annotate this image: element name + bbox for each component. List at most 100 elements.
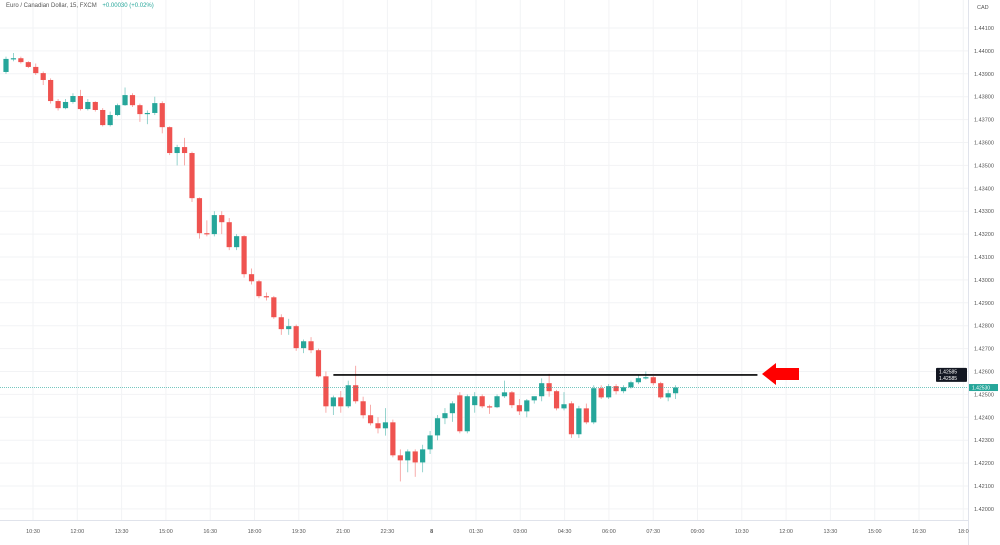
candle-up bbox=[464, 396, 470, 432]
candle-down bbox=[167, 127, 173, 154]
candle-down bbox=[241, 236, 247, 275]
candle-up bbox=[576, 408, 582, 435]
symbol-legend: Euro / Canadian Dollar, 15, FXCM +0.0003… bbox=[6, 3, 154, 9]
candle-down bbox=[226, 222, 232, 248]
candle-up bbox=[665, 393, 671, 398]
resistance-price-label: 1.42585 bbox=[939, 370, 957, 376]
candle-down bbox=[479, 396, 485, 407]
candle-up bbox=[70, 96, 76, 102]
candle-up bbox=[234, 236, 240, 248]
time-tick-label: 06:00 bbox=[602, 529, 616, 535]
candle-up bbox=[501, 392, 508, 397]
time-tick-label: 16:30 bbox=[203, 529, 217, 535]
time-tick-label: 04:30 bbox=[558, 529, 572, 535]
time-tick-label: 07:30 bbox=[646, 529, 660, 535]
candle-up bbox=[449, 403, 455, 414]
price-axis[interactable]: 1.44100 1.44000 1.43900 1.43800 1.43700 1.436… bbox=[968, 0, 1000, 545]
candle-down bbox=[18, 58, 24, 63]
candles bbox=[3, 52, 679, 482]
grid bbox=[0, 0, 968, 520]
candle-down bbox=[367, 415, 374, 424]
time-axis[interactable]: 10:30 12:00 13:30 15:00 16:30 18:00 19:30 21:00… bbox=[0, 520, 969, 536]
price-tick-label: 1.43700 bbox=[974, 118, 994, 124]
candle-down bbox=[338, 397, 344, 407]
time-tick-label: 18:00 bbox=[248, 529, 262, 535]
candle-up bbox=[345, 385, 351, 407]
candle-down bbox=[353, 385, 359, 402]
candle-down bbox=[248, 274, 255, 282]
candle-down bbox=[100, 109, 106, 126]
candle-down bbox=[516, 405, 522, 412]
time-tick-label: 09:00 bbox=[691, 529, 705, 535]
price-tick-label: 1.43800 bbox=[974, 95, 994, 101]
time-tick-label: 18:0 bbox=[958, 529, 969, 535]
price-axis-bg bbox=[968, 0, 1000, 545]
candle-up bbox=[107, 115, 113, 126]
candle-up bbox=[144, 112, 150, 115]
price-tick-label: 1.42600 bbox=[974, 370, 994, 376]
candle-down bbox=[360, 401, 366, 416]
candle-up bbox=[405, 451, 411, 461]
candle-up bbox=[211, 215, 217, 235]
candle-up bbox=[174, 147, 180, 154]
time-tick-label: 15:00 bbox=[868, 529, 882, 535]
arrow-left-icon bbox=[762, 363, 799, 385]
candle-up bbox=[635, 378, 641, 383]
price-tick-label: 1.43600 bbox=[974, 141, 994, 147]
time-tick-label: 13:30 bbox=[115, 529, 129, 535]
price-tick-label: 1.43900 bbox=[974, 72, 994, 78]
candle-down bbox=[137, 105, 143, 115]
candle-down bbox=[487, 406, 493, 408]
candle-up bbox=[673, 387, 679, 394]
candle-down bbox=[568, 403, 575, 435]
candle-down bbox=[181, 147, 188, 154]
price-tick-label: 1.44100 bbox=[974, 26, 994, 32]
candle-up bbox=[531, 396, 537, 401]
price-tick-label: 1.42500 bbox=[974, 392, 994, 398]
price-tick-label: 1.44000 bbox=[974, 49, 994, 55]
price-tick-label: 1.43400 bbox=[974, 186, 994, 192]
price-tick-label: 1.42100 bbox=[974, 484, 994, 490]
price-tick-label: 1.43500 bbox=[974, 163, 994, 169]
candle-down bbox=[196, 198, 203, 234]
candle-up bbox=[539, 383, 545, 397]
price-tick-label: 1.42200 bbox=[974, 461, 994, 467]
candle-down bbox=[204, 233, 210, 235]
candle-down bbox=[390, 422, 396, 456]
candle-down bbox=[457, 395, 463, 432]
candle-up bbox=[382, 422, 389, 429]
candle-down bbox=[256, 281, 262, 297]
candle-down bbox=[546, 383, 552, 392]
price-tick-label: 1.42700 bbox=[974, 347, 994, 353]
candle-down bbox=[658, 383, 664, 398]
price-tick-label: 1.42300 bbox=[974, 438, 994, 444]
candle-down bbox=[189, 153, 195, 199]
time-tick-label: 12:00 bbox=[779, 529, 793, 535]
candle-up bbox=[427, 435, 433, 450]
symbol-title: Euro / Canadian Dollar, 15, FXCM bbox=[6, 3, 97, 9]
candle-down bbox=[55, 101, 61, 109]
candle-down bbox=[650, 377, 656, 384]
time-tick-label: 13:30 bbox=[824, 529, 838, 535]
candle-up bbox=[301, 341, 307, 349]
candle-up bbox=[606, 386, 612, 398]
candle-up bbox=[434, 418, 441, 436]
candle-down bbox=[553, 391, 560, 409]
candle-up bbox=[115, 105, 121, 116]
candle-down bbox=[129, 95, 136, 106]
time-tick-label: 19:30 bbox=[292, 529, 306, 535]
candle-down bbox=[598, 388, 604, 398]
candle-down bbox=[613, 386, 619, 392]
candle-up bbox=[524, 400, 530, 412]
candle-up bbox=[561, 404, 567, 409]
candle-up bbox=[420, 449, 426, 463]
candle-up bbox=[62, 101, 69, 109]
candle-down bbox=[278, 317, 284, 330]
resistance-price-badge bbox=[936, 367, 967, 382]
candle-down bbox=[323, 376, 329, 407]
price-tick-label: 1.43100 bbox=[974, 255, 994, 261]
price-tick-label: 1.43200 bbox=[974, 232, 994, 238]
candle-up bbox=[286, 326, 292, 330]
time-tick-label: 03:00 bbox=[513, 529, 527, 535]
